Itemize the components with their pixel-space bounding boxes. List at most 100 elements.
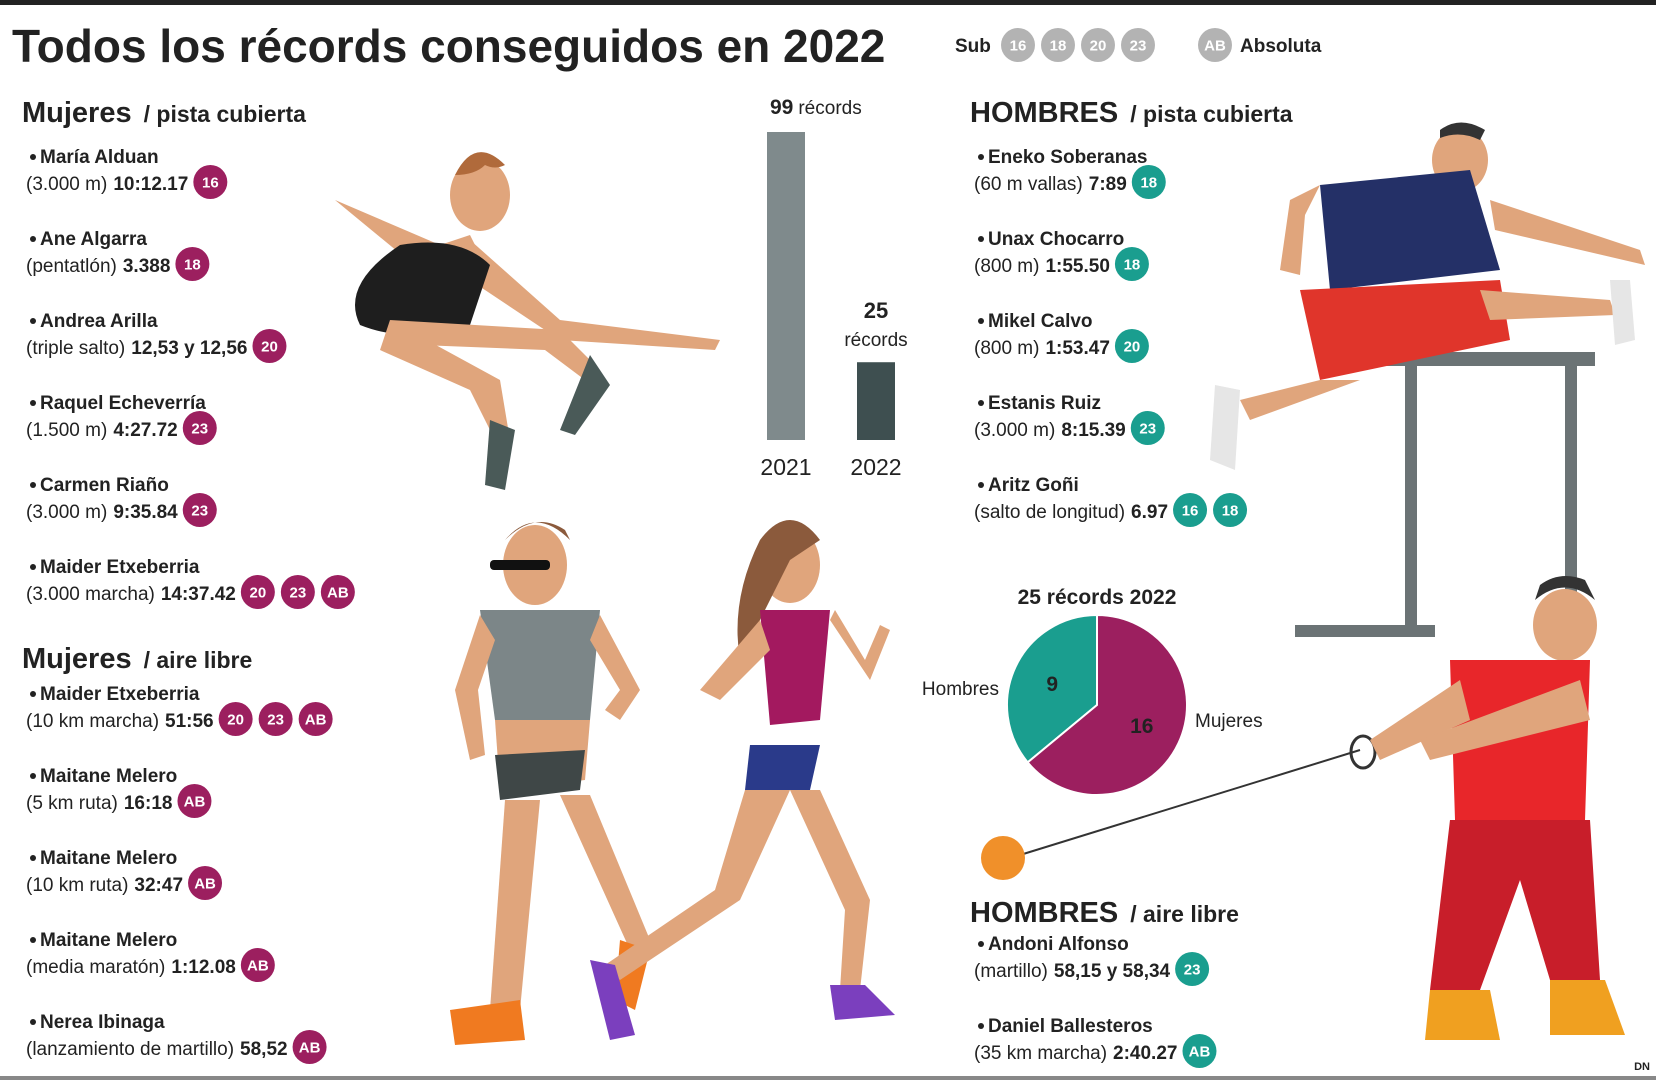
bullet — [978, 318, 984, 324]
record-mark: 12,53 y 12,56 — [131, 338, 247, 359]
badge — [298, 702, 333, 736]
badge-label: 23 — [1184, 962, 1201, 979]
badge — [182, 493, 217, 527]
pie-title: 25 récords 2022 — [1018, 586, 1177, 609]
record-name: Andrea Arilla — [40, 311, 158, 332]
record-detail: (3.000 m) 9:35.84 — [26, 502, 178, 523]
section-subtitle: / aire libre — [144, 647, 253, 673]
badge-label: AB — [184, 794, 206, 811]
runner-1 — [450, 522, 650, 1045]
badge — [177, 784, 212, 818]
badge — [218, 702, 253, 736]
record-name: Ane Algarra — [40, 229, 147, 250]
badge-label: 16 — [1182, 503, 1199, 520]
record-name: Nerea Ibinaga — [40, 1012, 165, 1033]
badge-label: 23 — [267, 712, 284, 729]
record-name: Eneko Soberanas — [988, 147, 1147, 168]
record-mark: 14:37.42 — [161, 584, 236, 605]
badge-label: AB — [247, 958, 269, 975]
record-event: (60 m vallas) — [974, 174, 1083, 195]
record-event: (35 km marcha) — [974, 1043, 1107, 1064]
badge-label: 23 — [191, 503, 208, 520]
record-name: Mikel Calvo — [988, 311, 1093, 332]
bullet — [30, 564, 36, 570]
badge-label: AB — [327, 585, 349, 602]
bar — [767, 132, 805, 440]
section-subtitle: / pista cubierta — [1130, 101, 1293, 127]
badge — [1182, 1034, 1217, 1068]
bullet — [978, 400, 984, 406]
record-mark: 6.97 — [1131, 502, 1168, 523]
record-name: Maitane Melero — [40, 848, 177, 869]
badge — [1081, 28, 1115, 62]
badge-label: 20 — [1124, 339, 1141, 356]
badge-label: 18 — [1124, 257, 1141, 274]
badge-label: 20 — [261, 339, 278, 356]
badge — [1121, 28, 1155, 62]
record-event: (5 km ruta) — [26, 793, 118, 814]
record-name: Estanis Ruiz — [988, 393, 1101, 414]
record-detail: (pentatlón) 3.388 — [26, 256, 170, 277]
record-mark: 51:56 — [165, 711, 214, 732]
bullet — [978, 1023, 984, 1029]
badge — [292, 1030, 327, 1064]
record-detail: (martillo) 58,15 y 58,34 — [974, 961, 1171, 982]
record-name: Andoni Alfonso — [988, 934, 1129, 955]
hammer-thrower — [981, 576, 1625, 1040]
record-event: (pentatlón) — [26, 256, 117, 277]
record-event: (martillo) — [974, 961, 1048, 982]
bullet — [978, 482, 984, 488]
bullet — [30, 691, 36, 697]
badge-label: AB — [299, 1040, 321, 1057]
badge — [240, 948, 275, 982]
record-mark: 8:15.39 — [1061, 420, 1125, 441]
record-mark: 1:53.47 — [1045, 338, 1109, 359]
record-detail: (10 km ruta) 32:47 — [26, 875, 183, 896]
badge — [1175, 952, 1210, 986]
badge-label: 20 — [250, 585, 267, 602]
badge — [320, 575, 355, 609]
record-detail: (35 km marcha) 2:40.27 — [974, 1043, 1177, 1064]
record-detail: (800 m) 1:55.50 — [974, 256, 1110, 277]
record-name: Unax Chocarro — [988, 229, 1124, 250]
record-name: Maitane Melero — [40, 930, 177, 951]
record-mark: 7:89 — [1089, 174, 1127, 195]
bullet — [30, 855, 36, 861]
unit: récords — [844, 330, 907, 351]
badge-label: 20 — [227, 712, 244, 729]
section-subtitle: / pista cubierta — [144, 101, 307, 127]
record-mark: 3.388 — [123, 256, 171, 277]
bullet — [30, 1019, 36, 1025]
badge-label: AB — [194, 876, 216, 893]
slice-label: Mujeres — [1195, 711, 1263, 732]
bullet — [978, 154, 984, 160]
runner-2 — [590, 520, 895, 1040]
record-mark: 58,15 y 58,34 — [1054, 961, 1171, 982]
bullet — [30, 154, 36, 160]
slice-value: 16 — [1130, 715, 1153, 738]
bullet — [30, 482, 36, 488]
bullet — [30, 400, 36, 406]
record-mark: 1:55.50 — [1045, 256, 1109, 277]
bullet — [978, 236, 984, 242]
badge — [175, 247, 210, 281]
record-mark: 58,52 — [240, 1039, 288, 1060]
legend-absolute: Absoluta — [1240, 36, 1322, 57]
record-name: Daniel Ballesteros — [988, 1016, 1153, 1037]
record-detail: (salto de longitud) 6.97 — [974, 502, 1168, 523]
record-detail: (3.000 m) 8:15.39 — [974, 420, 1126, 441]
record-event: (1.500 m) — [26, 420, 107, 441]
record-mark: 4:27.72 — [113, 420, 177, 441]
record-name: Maitane Melero — [40, 766, 177, 787]
value-label: 25 — [864, 298, 888, 323]
record-detail: (lanzamiento de martillo) 58,52 — [26, 1039, 288, 1060]
record-detail: (media maratón) 1:12.08 — [26, 957, 236, 978]
slice-value: 9 — [1046, 673, 1058, 696]
record-name: Maider Etxeberria — [40, 557, 200, 578]
record-name: Maider Etxeberria — [40, 684, 200, 705]
record-detail: (3.000 m) 10:12.17 — [26, 174, 188, 195]
record-event: (800 m) — [974, 338, 1039, 359]
badge-label: 16 — [202, 175, 219, 192]
bullet — [30, 318, 36, 324]
badge — [1114, 247, 1149, 281]
